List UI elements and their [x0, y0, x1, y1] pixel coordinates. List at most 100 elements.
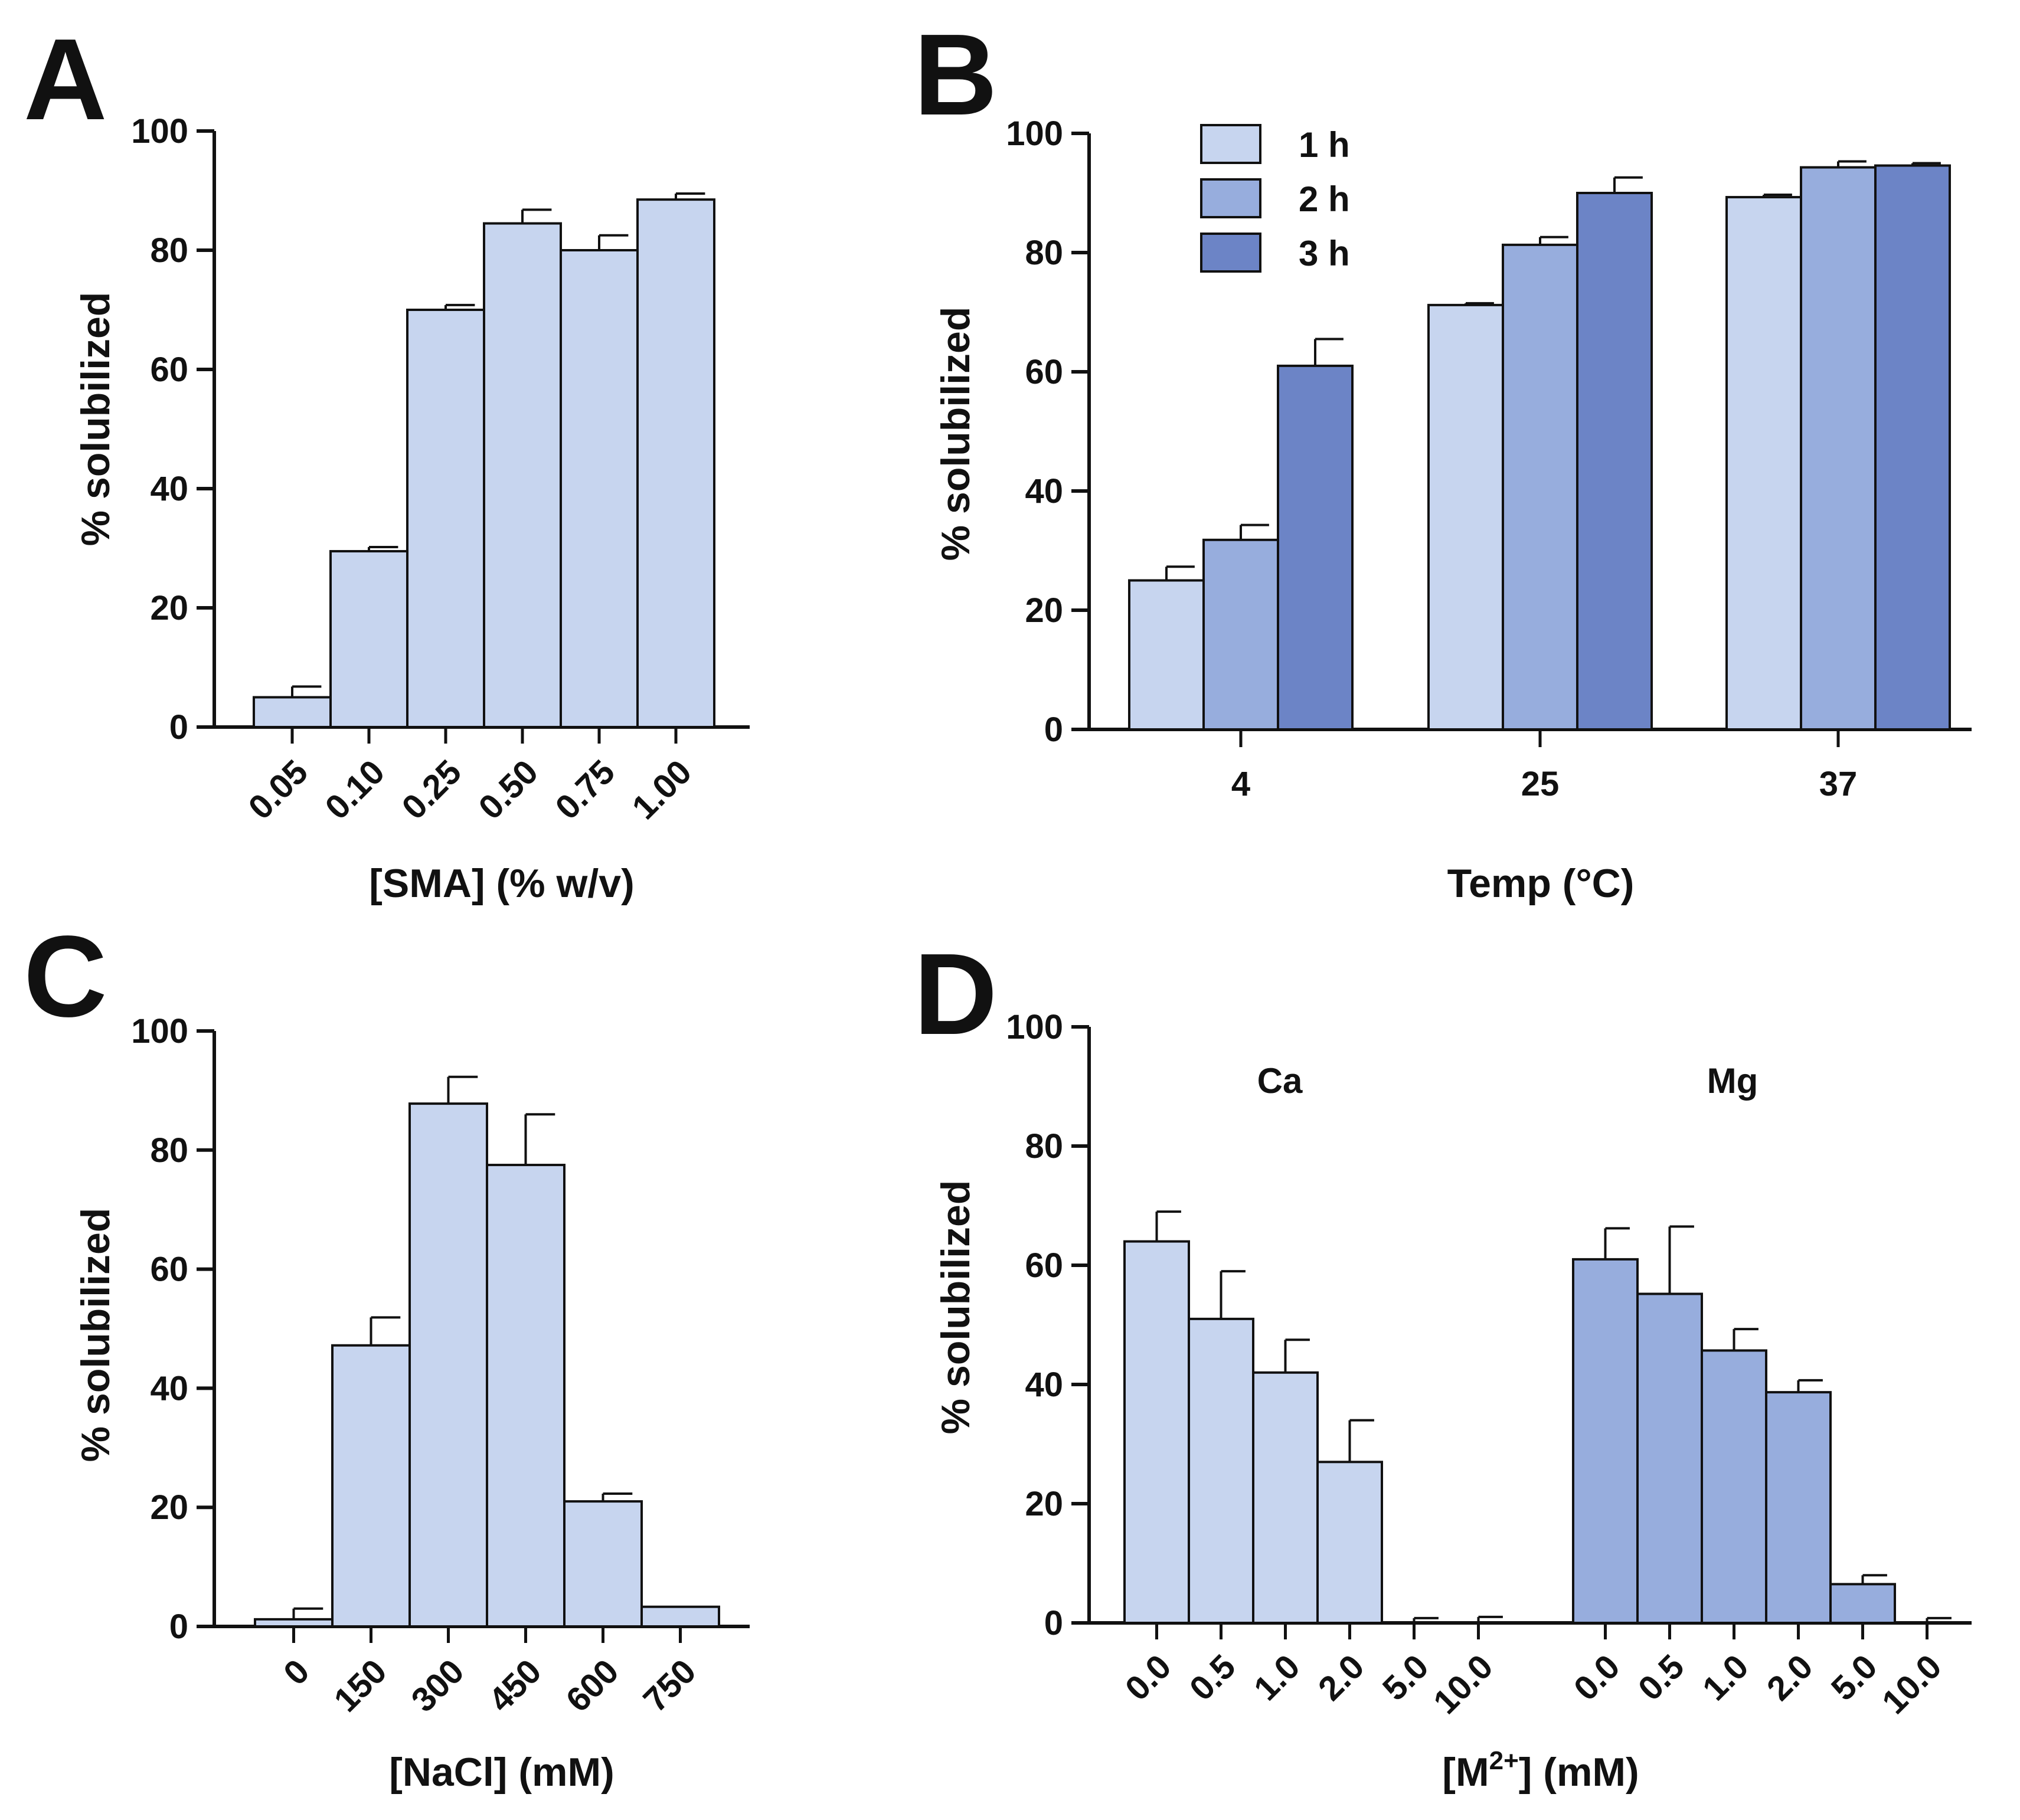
panel-c-y-tick-label: 60 [150, 1251, 188, 1289]
panel-b-x-tick-label: 37 [1819, 765, 1858, 803]
panel-d-xlabel-main: [M [1442, 1750, 1489, 1795]
panel-b-bar [1874, 164, 1951, 731]
panel-c-y-tick-label: 40 [150, 1369, 188, 1407]
legend-swatch-3h [1200, 233, 1261, 273]
panel-c-bar [331, 1344, 411, 1628]
panel-a-x-tick-label: 0.75 [548, 752, 622, 827]
panel-c-x-tick-label: 0 [276, 1652, 317, 1693]
legend-label-2h: 2 h [1299, 179, 1350, 219]
panel-a-plot: 0 20 40 60 80 100 0.05 0.10 0.25 0.50 0.75 1.00 [131, 112, 750, 827]
panel-b-y-tick-label: 80 [1025, 234, 1063, 272]
panel-a-bar [406, 309, 485, 728]
panel-a-xlabel: [SMA] (% w/v) [369, 861, 635, 906]
panel-c-bar [640, 1605, 720, 1628]
panel-a-bar [253, 696, 332, 728]
legend-swatch-1h [1200, 124, 1261, 164]
panel-d-x-tick-label: 2.0 [1760, 1647, 1820, 1708]
panel-a-x-tick-label: 0.10 [318, 752, 392, 827]
panel-b-legend: 1 h 2 h 3 h [1200, 124, 1350, 273]
panel-d-x-tick-label: 2.0 [1311, 1647, 1372, 1708]
panel-d-ca-bar [1252, 1371, 1319, 1625]
panel-d-x-tick-label: 0.0 [1118, 1647, 1179, 1708]
panel-a-x-tick-label: 1.00 [625, 752, 699, 827]
panel-letter-b: B [914, 10, 998, 139]
panel-a-bar [329, 550, 408, 728]
panel-c-bar [563, 1500, 643, 1628]
panel-a-y-tick-label: 60 [150, 351, 188, 389]
panel-b-y-tick-label: 40 [1025, 472, 1063, 510]
panel-b-bar [1502, 243, 1578, 731]
panel-d-x-tick-label: 10.0 [1426, 1647, 1501, 1721]
panel-b-y-tick-label: 100 [1006, 114, 1063, 153]
panel-b-plot: 0 20 40 60 80 100 4 25 37 [1006, 114, 1972, 803]
panel-d-x-tick-label: 0.0 [1567, 1647, 1627, 1708]
panel-b-bar [1427, 303, 1504, 731]
panel-d-x-tick-label: 5.0 [1824, 1647, 1885, 1708]
panel-d-x-tick-label: 0.5 [1631, 1647, 1692, 1708]
panel-d-y-tick-label: 0 [1044, 1604, 1063, 1642]
panel-c-y-tick-label: 20 [150, 1488, 188, 1527]
panel-a-x-tick-label: 0.25 [394, 752, 469, 827]
panel-letter-a: A [24, 15, 107, 144]
panel-a-y-tick-label: 40 [150, 470, 188, 508]
panel-b-bar [1277, 364, 1354, 731]
panel-d-x-tick-label: 0.5 [1182, 1647, 1243, 1708]
panel-a-x-tick-label: 0.50 [471, 752, 545, 827]
panel-b-xlabel: Temp (°C) [1447, 861, 1635, 906]
panel-c-y-tick-label: 80 [150, 1131, 188, 1170]
panel-b-bar [1128, 579, 1205, 731]
panel-d-y-tick-label: 100 [1006, 1008, 1063, 1046]
panel-b-y-tick-label: 0 [1044, 711, 1063, 749]
panel-letter-c: C [24, 912, 107, 1041]
panel-a-bar [636, 198, 715, 728]
panel-d-x-tick-label: 5.0 [1375, 1647, 1436, 1708]
panel-d-xlabel-tail: ] (mM) [1519, 1750, 1639, 1795]
panel-c-x-tick-label: 600 [558, 1652, 626, 1719]
panel-a-x-tick-label: 0.05 [241, 752, 315, 827]
panel-d-y-tick-label: 40 [1025, 1366, 1063, 1404]
panel-c-bar [408, 1102, 488, 1628]
panel-c-ylabel: % solubilized [73, 1208, 118, 1462]
panel-d-mg-bar [1701, 1349, 1767, 1624]
panel-d-y-tick-label: 20 [1025, 1485, 1063, 1523]
panel-d-ylabel: % solubilized [933, 1180, 978, 1435]
panel-c-bar [486, 1164, 566, 1628]
panel-b-y-tick-label: 20 [1025, 591, 1063, 630]
panel-c-x-tick-label: 450 [481, 1652, 548, 1719]
panel-a-y-tick-label: 80 [150, 231, 188, 270]
panel-d-mg-bar [1765, 1391, 1832, 1624]
panel-b-y-tick-label: 60 [1025, 353, 1063, 391]
panel-d-x-tick-label: 1.0 [1695, 1647, 1756, 1708]
panel-d-mg-bar [1572, 1258, 1639, 1624]
panel-a-ylabel: % solubilized [73, 292, 118, 546]
panel-letter-d: D [914, 929, 998, 1059]
panel-c-x-tick-label: 300 [404, 1652, 471, 1719]
panel-b-bar [1725, 196, 1802, 731]
panel-d-mg-bar [1636, 1292, 1703, 1624]
panel-d-group-label-ca: Ca [1257, 1061, 1303, 1101]
panel-b-bar [1576, 192, 1653, 731]
panel-a-y-tick-label: 100 [131, 112, 188, 150]
panel-d-x-tick-label: 1.0 [1247, 1647, 1308, 1708]
panel-c-y-tick-label: 0 [169, 1608, 188, 1646]
panel-d-mg-bar [1829, 1583, 1896, 1625]
panel-d-ca-bar [1188, 1317, 1254, 1624]
panel-a-y-tick-label: 0 [169, 708, 188, 747]
panel-d-xlabel-sup: 2+ [1489, 1746, 1519, 1775]
panel-d-y-tick-label: 60 [1025, 1246, 1063, 1285]
panel-d-group-label-mg: Mg [1707, 1061, 1758, 1101]
panel-c-y-tick-label: 100 [131, 1012, 188, 1050]
panel-c-x-tick-label: 150 [326, 1652, 394, 1719]
panel-b-x-tick-label: 25 [1521, 765, 1560, 803]
legend-label-3h: 3 h [1299, 234, 1350, 273]
panel-d-ca-bar [1123, 1240, 1190, 1625]
panel-c-bar [254, 1618, 334, 1628]
panel-d-ca-bar [1316, 1461, 1383, 1625]
legend-label-1h: 1 h [1299, 125, 1350, 165]
legend-swatch-2h [1200, 178, 1261, 218]
panel-b-x-tick-label: 4 [1231, 765, 1250, 803]
panel-a-y-tick-label: 20 [150, 589, 188, 627]
